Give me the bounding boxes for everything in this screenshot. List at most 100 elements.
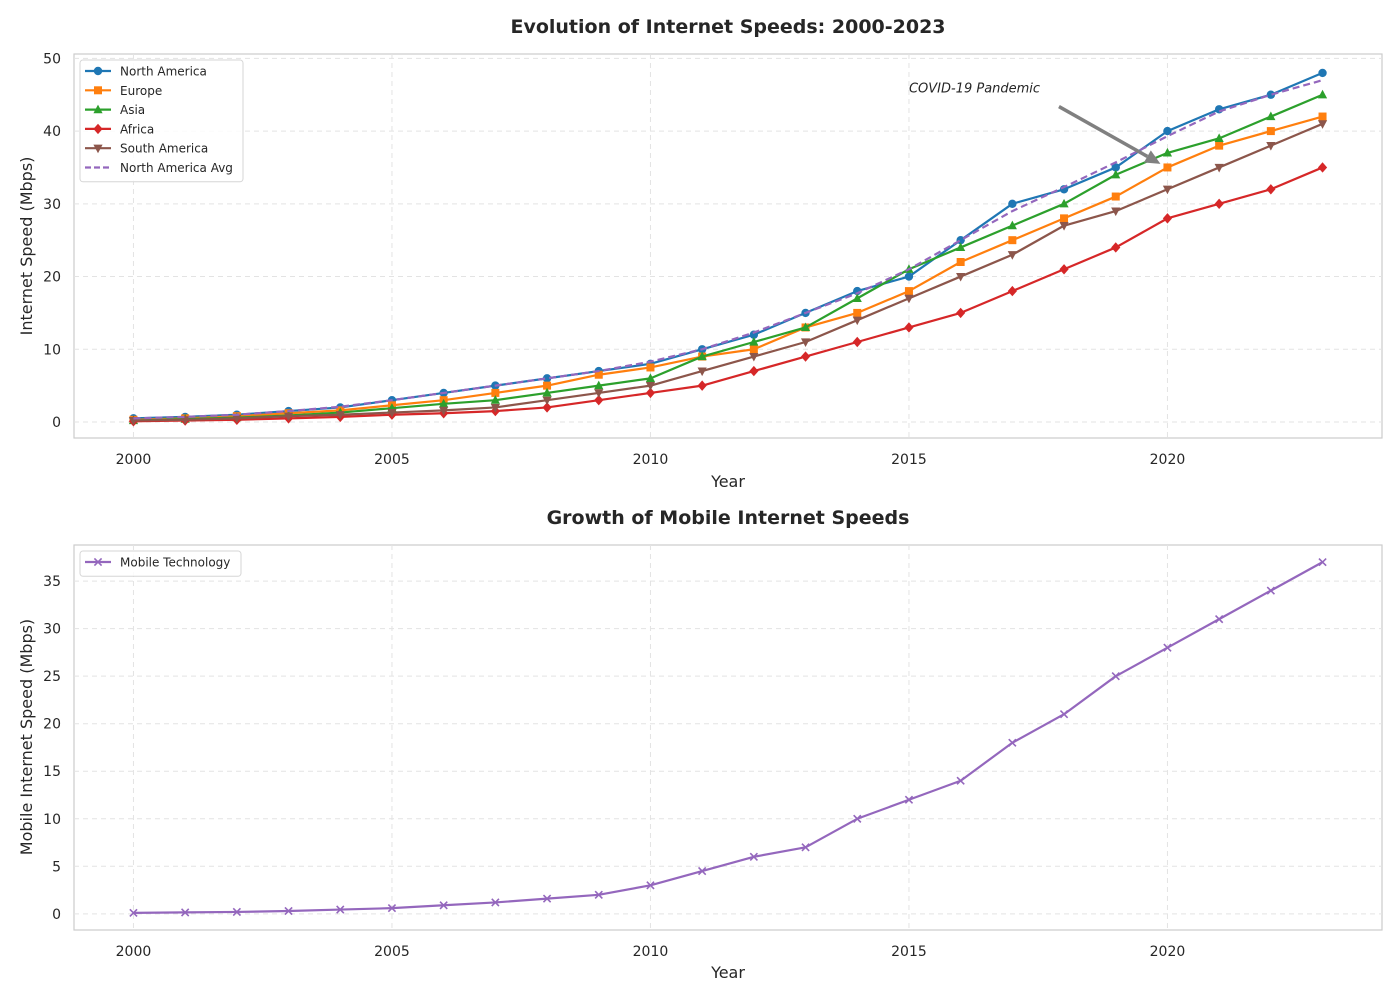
x-tick-label: 2015 [891,944,927,960]
y-tick-label: 10 [43,812,61,828]
data-point [749,345,758,354]
data-point [387,903,397,913]
legend-label: Mobile Technology [120,556,230,570]
data-point [749,337,759,346]
y-tick-label: 50 [43,51,61,67]
data-point [645,382,656,391]
grid [74,545,1382,930]
legend-marker [93,66,103,76]
data-point [1163,643,1172,652]
data-point [1111,163,1120,172]
data-point [800,351,811,362]
data-point [491,898,500,907]
y-tick-label: 0 [52,907,61,923]
data-point [646,881,655,890]
data-point [645,373,656,382]
y-tick-label: 20 [43,717,61,733]
data-point [1059,710,1069,719]
legend-box [79,550,242,577]
data-point [1111,169,1121,179]
data-point [749,365,759,377]
data-point [283,412,294,422]
legend-box [79,59,244,183]
data-point [749,352,759,362]
y-tick-label: 20 [43,270,61,286]
data-point [646,363,655,372]
data-point [956,776,965,785]
y-tick-label: 10 [43,342,61,358]
y-tick-label: 5 [52,859,61,875]
data-point [697,351,707,361]
legend-entry: Europe [85,84,162,98]
data-point [1007,220,1017,230]
data-point [645,387,656,399]
x-tick-label: 2000 [116,452,152,468]
data-point [904,287,913,296]
series-south-america [128,120,1328,426]
data-point [1059,198,1069,208]
legend-entry: South America [85,142,208,156]
data-point [542,396,552,406]
data-point [1214,163,1224,173]
data-point [852,316,862,326]
x-axis-ticks: 2000 2005 2010 2015 2020 [116,452,1186,468]
y-axis-ticks: 0 5 10 15 20 25 30 35 [43,574,61,923]
legend-marker [93,123,103,135]
data-point [543,381,552,390]
legend-entry: North America Avg [85,161,233,175]
data-point [904,795,914,804]
data-point [1214,614,1224,624]
data-point [594,370,603,379]
series-line [133,166,1323,423]
x-axis-ticks: 2000 2005 2010 2015 2020 [116,944,1186,960]
series-line [133,122,1323,422]
data-point [1059,264,1069,275]
data-point [1318,68,1327,78]
data-point [1007,251,1017,260]
data-point [956,258,965,266]
data-point [852,293,862,302]
y-axis-ticks: 0 10 20 30 40 50 [43,51,61,431]
series-line [133,79,1323,420]
chart-title: Evolution of Internet Speeds: 2000-2023 [510,16,945,38]
data-point [1318,557,1327,567]
y-axis-label: Mobile Internet Speed (Mbps) [17,619,36,855]
legend: North America Europe Asia Africa South Ameri… [79,59,244,183]
data-point [904,272,914,281]
data-point [491,388,500,397]
series-group [128,68,1328,427]
data-point [1214,105,1224,114]
data-point [439,398,449,408]
data-point [1266,586,1276,595]
legend-entry: Asia [85,103,145,117]
data-point [956,307,966,319]
data-point [1008,236,1017,245]
data-point [749,852,759,861]
annotation-arrow [1058,105,1149,158]
legend-marker [93,557,103,567]
x-tick-label: 2010 [633,944,669,960]
legend-label: North America [120,65,207,79]
data-point [904,322,914,333]
x-axis-label: Year [710,963,745,982]
data-point [336,905,345,914]
data-point [1266,90,1276,99]
data-point [801,843,810,852]
y-tick-label: 30 [43,622,61,638]
legend-marker [93,104,103,114]
series-line [133,561,1324,914]
data-point [490,395,500,404]
data-point [129,908,138,918]
data-point [594,394,604,406]
x-tick-label: 2015 [891,452,927,468]
data-point [439,406,449,416]
chart-internet-speeds: Evolution of Internet Speeds: 2000-2023 … [17,16,1383,491]
legend-label: South America [120,142,208,156]
data-point [1266,184,1276,195]
data-point [1214,133,1224,142]
series-line [133,93,1323,422]
data-point [1317,89,1328,99]
data-point [542,894,552,903]
data-point [853,814,862,823]
data-point [800,322,811,332]
